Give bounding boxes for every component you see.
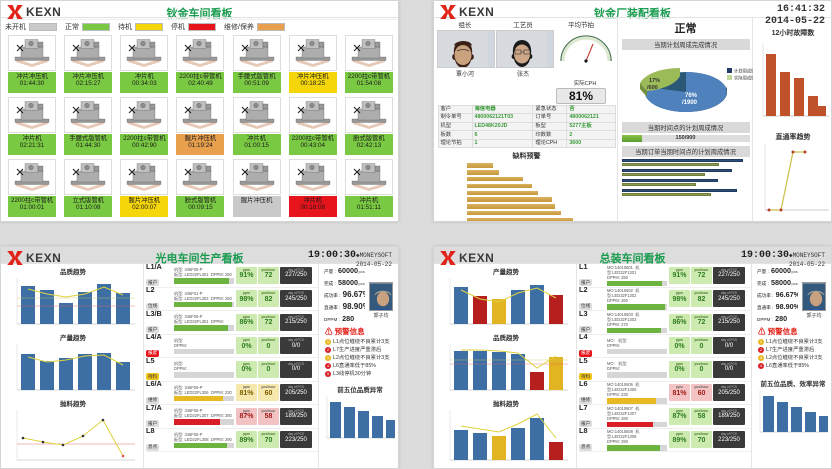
svg-text:实际周成情况: 实际周成情况 (734, 75, 753, 82)
svg-text:/1900: /1900 (682, 100, 698, 106)
svg-text:计划周成情况: 计划周成情况 (734, 68, 753, 75)
svg-text:76%: 76% (685, 93, 698, 99)
svg-text:/600: /600 (647, 85, 658, 91)
svg-text:17%: 17% (649, 78, 660, 84)
